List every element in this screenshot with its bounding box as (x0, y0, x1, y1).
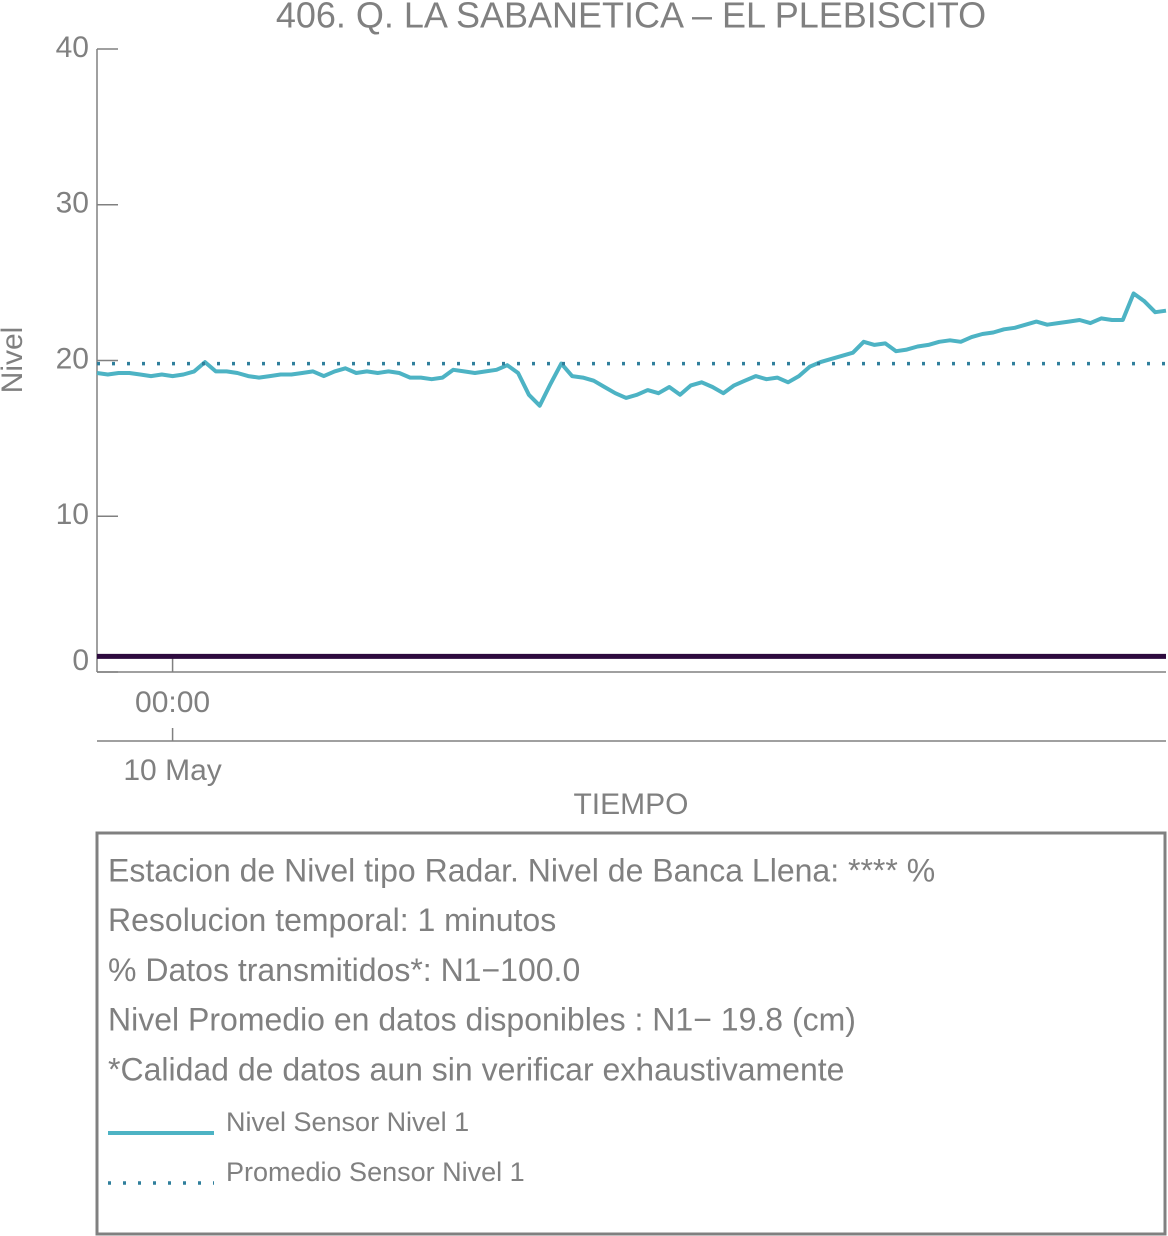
info-line: Estacion de Nivel tipo Radar. Nivel de B… (108, 852, 935, 888)
data-line (96, 291, 1167, 408)
info-box (95, 831, 1167, 1236)
legend-label: Promedio Sensor Nivel 1 (226, 1157, 525, 1187)
x-tick-label: 00:00 (135, 686, 210, 719)
x-axis-label: TIEMPO (573, 788, 688, 821)
info-line: % Datos transmitidos*: N1−100.0 (108, 952, 580, 988)
y-tick-label: 40 (56, 31, 89, 64)
x-tick-label-secondary: 10 May (123, 754, 221, 787)
chart-title: 406. Q. LA SABANETICA – EL PLEBISCITO (276, 0, 986, 36)
info-line: Resolucion temporal: 1 minutos (108, 902, 556, 938)
info-line: *Calidad de datos aun sin verificar exha… (108, 1051, 844, 1087)
y-tick-label: 30 (56, 187, 89, 220)
y-tick-label: 20 (56, 342, 89, 375)
y-tick-label: 10 (56, 498, 89, 531)
y-axis-label: Nivel (0, 327, 29, 394)
legend-label: Nivel Sensor Nivel 1 (226, 1107, 469, 1137)
info-line: Nivel Promedio en datos disponibles : N1… (108, 1002, 856, 1038)
y-tick-label: 0 (72, 644, 89, 677)
